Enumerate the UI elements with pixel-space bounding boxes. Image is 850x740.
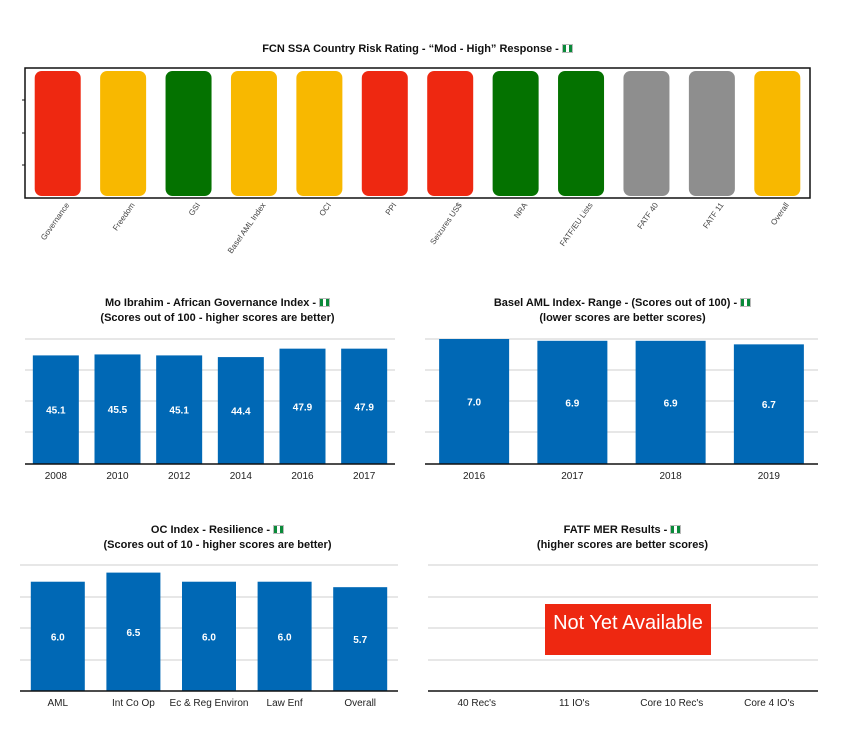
x-tick-label: AML (48, 698, 69, 709)
data-label: 45.1 (46, 406, 66, 417)
bar-ec-reg-environ (182, 581, 236, 691)
risk-bar-oci (296, 71, 343, 196)
nigeria-flag-icon (740, 298, 752, 307)
x-tick-label: 2018 (660, 471, 683, 482)
bar-2016 (279, 348, 326, 464)
data-label: 6.0 (51, 632, 65, 643)
nigeria-flag-icon (319, 298, 331, 307)
x-tick-label: 2016 (463, 471, 486, 482)
risk-bar-nra (492, 71, 539, 196)
nigeria-flag-icon (273, 525, 285, 534)
data-label: 44.4 (231, 407, 251, 418)
fatf-chart-subtitle: (higher scores are better scores) (536, 539, 709, 551)
nigeria-flag-icon (561, 44, 573, 53)
bar-2017 (341, 348, 388, 464)
risk-chart-title: FCN SSA Country Risk Rating - “Mod - Hig… (25, 42, 810, 57)
x-tick-label: 2017 (353, 471, 376, 482)
x-tick-label: Ec & Reg Environ (170, 698, 249, 709)
bar-2018 (635, 340, 706, 464)
bar-int-co-op (106, 572, 161, 691)
nigeria-flag-icon (670, 525, 682, 534)
x-tick-label: 2014 (230, 471, 253, 482)
risk-bar-ppi (361, 71, 408, 196)
risk-rating-chart: Governance Freedom GSI Basel AML Index OCI PP… (22, 67, 811, 255)
bar-2008 (32, 355, 79, 464)
ibrahim-chart-subtitle: (Scores out of 100 - higher scores are b… (100, 312, 335, 324)
bar-law-enf (257, 581, 312, 691)
x-tick-label: 2012 (168, 471, 191, 482)
x-tick-label: 2008 (45, 471, 68, 482)
risk-bar-fatf-11 (688, 71, 735, 196)
x-tick-label: Core 10 Rec's (640, 698, 703, 709)
ibrahim-chart-title: Mo Ibrahim - African Governance Index - … (25, 296, 410, 326)
risk-bar-fatf-eu-lists (558, 71, 605, 196)
risk-bar-freedom (100, 71, 147, 196)
x-tick-label: Law Enf (267, 698, 303, 709)
bar-2017 (537, 340, 608, 464)
not-yet-available-badge: Not Yet Available (545, 604, 711, 655)
data-label: 45.5 (108, 405, 128, 416)
data-label: 47.9 (354, 402, 374, 413)
bar-2019 (733, 344, 804, 464)
data-label: 6.7 (762, 400, 776, 411)
data-label: 6.9 (565, 398, 579, 409)
data-label: 7.0 (467, 398, 481, 409)
bar-overall (333, 587, 388, 691)
x-tick-label: Core 4 IO's (744, 698, 794, 709)
data-label: 47.9 (293, 402, 313, 413)
risk-bar-overall (754, 71, 801, 196)
bar-2012 (156, 355, 203, 464)
fatf-chart-title: FATF MER Results - (higher scores are be… (425, 523, 820, 553)
data-label: 6.5 (126, 628, 140, 639)
oc-chart-subtitle: (Scores out of 10 - higher scores are be… (103, 539, 332, 551)
data-label: 6.0 (278, 632, 292, 643)
x-tick-label: Int Co Op (112, 698, 155, 709)
risk-bar-basel-aml-index (230, 71, 277, 196)
x-tick-label: 11 IO's (559, 698, 590, 709)
x-tick-label: 2017 (561, 471, 584, 482)
bar-2016 (439, 339, 510, 464)
x-tick-label: 2016 (291, 471, 314, 482)
risk-bar-governance (34, 71, 81, 196)
data-label: 6.0 (202, 632, 216, 643)
risk-bar-gsi (165, 71, 212, 196)
risk-bar-seizures-us- (427, 71, 474, 196)
basel-chart-subtitle: (lower scores are better scores) (539, 312, 706, 324)
data-label: 5.7 (353, 635, 367, 646)
data-label: 6.9 (664, 398, 678, 409)
x-tick-label: 2010 (106, 471, 129, 482)
data-label: 45.1 (169, 406, 189, 417)
x-tick-label: Overall (344, 698, 376, 709)
x-tick-label: 40 Rec's (457, 698, 496, 709)
bar-2010 (94, 354, 141, 464)
x-tick-label: 2019 (758, 471, 781, 482)
bar-2014 (217, 357, 264, 464)
basel-chart-title: Basel AML Index- Range - (Scores out of … (425, 296, 820, 326)
bar-aml (30, 581, 85, 691)
oc-chart-title: OC Index - Resilience - (Scores out of 1… (25, 523, 410, 553)
risk-bar-fatf-40 (623, 71, 670, 196)
